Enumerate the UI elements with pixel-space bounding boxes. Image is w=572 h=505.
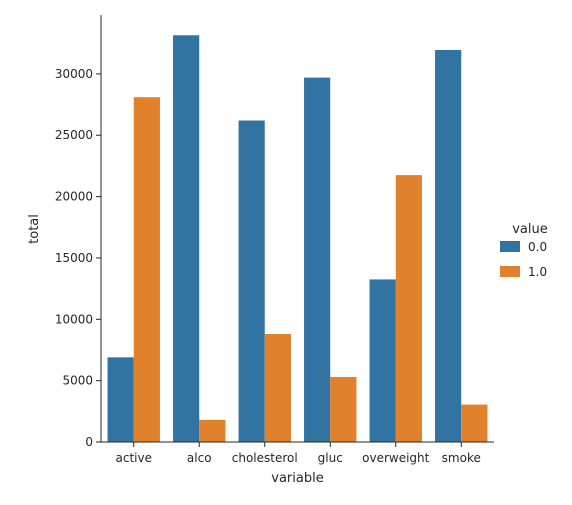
bar-alco-0.0 <box>173 35 200 442</box>
y-tick-label: 5000 <box>62 374 93 388</box>
y-axis-label: total <box>27 214 42 244</box>
bar-smoke-0.0 <box>435 49 462 442</box>
y-tick-label: 30000 <box>55 67 93 81</box>
x-axis-label: variable <box>271 471 323 486</box>
x-tick-label: gluc <box>318 451 343 465</box>
bar-alco-1.0 <box>199 419 226 442</box>
x-tick-label: smoke <box>442 451 481 465</box>
legend-label-1: 1.0 <box>528 265 547 279</box>
y-tick-label: 10000 <box>55 312 93 326</box>
legend-title: value <box>512 222 548 237</box>
legend-swatch-0 <box>500 241 520 252</box>
y-tick-label: 15000 <box>55 251 93 265</box>
legend-swatch-1 <box>500 266 520 277</box>
y-tick-label: 25000 <box>55 128 93 142</box>
bar-cholesterol-1.0 <box>264 334 291 442</box>
legend-label-0: 0.0 <box>528 240 547 254</box>
y-tick-label: 20000 <box>55 190 93 204</box>
bar-active-1.0 <box>133 97 160 443</box>
x-tick-label: cholesterol <box>232 451 298 465</box>
bar-active-0.0 <box>107 357 134 442</box>
bar-overweight-1.0 <box>395 175 422 443</box>
legend: value 0.0 1.0 <box>500 222 548 279</box>
bar-gluc-1.0 <box>330 376 357 442</box>
x-tick-label: active <box>116 451 152 465</box>
bar-cholesterol-0.0 <box>238 120 265 443</box>
x-tick-label: overweight <box>362 451 430 465</box>
bar-overweight-0.0 <box>369 279 396 442</box>
bar-gluc-0.0 <box>304 77 331 442</box>
y-tick-label: 0 <box>85 435 93 449</box>
bar-smoke-1.0 <box>461 404 488 442</box>
x-tick-label: alco <box>187 451 212 465</box>
